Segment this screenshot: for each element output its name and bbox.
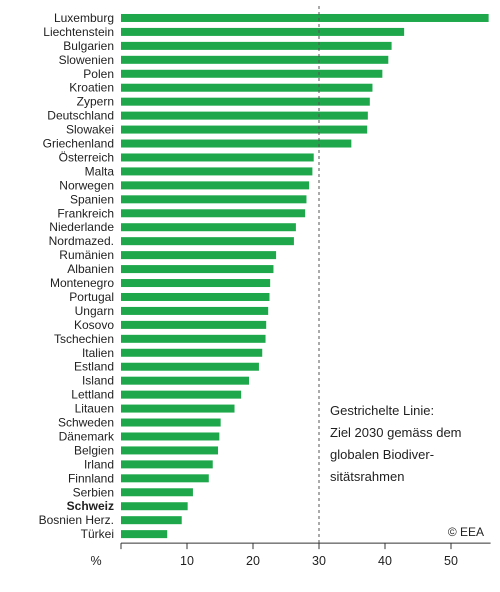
category-label-35: Schweiz [67, 499, 114, 513]
bar-14 [121, 209, 306, 218]
bar-4 [121, 69, 383, 78]
bar-13 [121, 195, 307, 204]
category-label-25: Estland [74, 360, 114, 374]
bar-34 [121, 488, 193, 497]
bar-31 [121, 446, 219, 455]
category-label-7: Deutschland [47, 109, 114, 123]
bar-9 [121, 139, 352, 148]
bar-7 [121, 111, 368, 120]
category-label-30: Dänemark [59, 429, 115, 443]
bar-29 [121, 418, 221, 427]
category-label-10: Österreich [59, 150, 114, 164]
bar-27 [121, 390, 242, 399]
x-axis-label: % [90, 554, 101, 568]
category-label-0: Luxemburg [54, 11, 114, 25]
category-label-31: Belgien [74, 443, 114, 457]
bar-15 [121, 223, 296, 232]
bar-17 [121, 251, 277, 260]
reference-line-note: Gestrichelte Linie: Ziel 2030 gemäss dem g… [330, 403, 462, 484]
category-label-6: Zypern [77, 95, 114, 109]
bar-36 [121, 516, 182, 525]
note-line-2: globalen Biodiver- [330, 447, 434, 462]
bar-26 [121, 376, 250, 385]
bar-18 [121, 265, 274, 274]
category-label-22: Kosovo [74, 318, 114, 332]
category-label-29: Schweden [58, 416, 114, 430]
bars-group [121, 13, 489, 539]
category-label-9: Griechenland [43, 137, 114, 151]
category-label-12: Norwegen [59, 178, 114, 192]
bar-12 [121, 181, 310, 190]
bar-3 [121, 55, 389, 64]
category-labels: LuxemburgLiechtensteinBulgarienSlowenien… [39, 11, 115, 541]
category-label-34: Serbien [73, 485, 114, 499]
bar-22 [121, 320, 267, 329]
bar-23 [121, 334, 266, 343]
x-axis-ticks: 10 20 30 40 50 [120, 543, 458, 568]
note-line-0: Gestrichelte Linie: [330, 403, 434, 418]
category-label-20: Portugal [69, 290, 114, 304]
category-label-28: Litauen [75, 402, 114, 416]
bar-30 [121, 432, 220, 441]
category-label-3: Slowenien [59, 53, 114, 67]
bar-33 [121, 474, 209, 483]
bar-8 [121, 125, 368, 134]
category-label-16: Nordmazed. [49, 234, 114, 248]
category-label-19: Montenegro [50, 276, 114, 290]
bar-21 [121, 306, 269, 315]
bar-5 [121, 83, 373, 92]
category-label-37: Türkei [81, 527, 114, 541]
bar-32 [121, 460, 213, 469]
category-label-24: Italien [82, 346, 114, 360]
note-line-3: sitätsrahmen [330, 469, 404, 484]
category-label-13: Spanien [70, 192, 114, 206]
category-label-32: Irland [84, 457, 114, 471]
x-tick-label-3: 40 [378, 554, 392, 568]
bar-0 [121, 13, 489, 22]
bar-24 [121, 348, 263, 357]
category-label-8: Slowakei [66, 123, 114, 137]
category-label-11: Malta [85, 164, 115, 178]
category-label-17: Rumänien [59, 248, 114, 262]
bar-28 [121, 404, 235, 413]
category-label-36: Bosnien Herz. [39, 513, 114, 527]
bar-19 [121, 279, 271, 288]
bar-11 [121, 167, 313, 176]
bar-35 [121, 502, 188, 511]
bar-37 [121, 530, 168, 539]
bar-2 [121, 41, 392, 50]
category-label-4: Polen [83, 67, 114, 81]
category-label-26: Island [82, 374, 114, 388]
x-tick-label-4: 50 [444, 554, 458, 568]
category-label-21: Ungarn [75, 304, 114, 318]
category-label-15: Niederlande [49, 220, 114, 234]
note-line-1: Ziel 2030 gemäss dem [330, 425, 462, 440]
x-tick-label-0: 10 [180, 554, 194, 568]
x-tick-label-2: 30 [312, 554, 326, 568]
x-tick-label-1: 20 [246, 554, 260, 568]
bar-16 [121, 237, 294, 246]
credit-eea: © EEA [448, 525, 484, 539]
category-label-1: Liechtenstein [43, 25, 114, 39]
bar-1 [121, 27, 405, 36]
bar-20 [121, 292, 270, 301]
category-label-2: Bulgarien [63, 39, 114, 53]
bar-10 [121, 153, 314, 162]
category-label-27: Lettland [71, 388, 114, 402]
category-label-14: Frankreich [57, 206, 114, 220]
bar-6 [121, 97, 370, 106]
category-label-33: Finnland [68, 471, 114, 485]
category-label-5: Kroatien [69, 81, 114, 95]
category-label-18: Albanien [67, 262, 114, 276]
category-label-23: Tschechien [54, 332, 114, 346]
bar-25 [121, 362, 259, 371]
